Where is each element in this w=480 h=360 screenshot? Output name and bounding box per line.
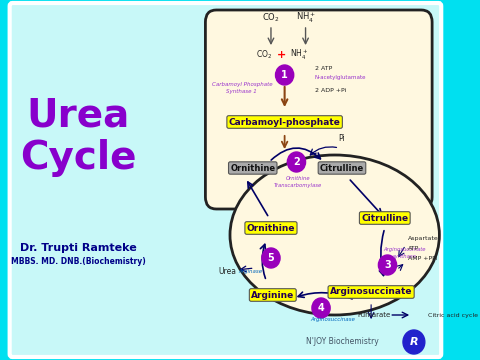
Text: Arginine: Arginine	[251, 291, 294, 300]
Text: Ornithine
Transcarbomylase: Ornithine Transcarbomylase	[274, 176, 323, 188]
Text: MBBS. MD. DNB.(Biochemistry): MBBS. MD. DNB.(Biochemistry)	[11, 257, 145, 266]
Text: AMP +PPi: AMP +PPi	[408, 256, 437, 261]
Text: 2: 2	[293, 157, 300, 167]
Text: Pi: Pi	[338, 134, 345, 143]
Text: Carbamoyl-phosphate: Carbamoyl-phosphate	[228, 117, 340, 126]
Text: Ornithine: Ornithine	[247, 224, 295, 233]
Text: 5: 5	[267, 253, 275, 263]
Text: N-acetylglutamate: N-acetylglutamate	[315, 75, 366, 80]
Text: Fumarate: Fumarate	[357, 312, 390, 318]
Text: R: R	[409, 337, 418, 347]
Text: 2 ADP +Pi: 2 ADP +Pi	[315, 87, 346, 93]
Text: Cycle: Cycle	[20, 139, 136, 177]
Text: Carbamoyl Phosphate
Synthase 1: Carbamoyl Phosphate Synthase 1	[212, 82, 272, 94]
Text: NH$_4^+$: NH$_4^+$	[296, 11, 315, 25]
Circle shape	[276, 65, 294, 85]
Text: ATP: ATP	[408, 246, 419, 251]
Text: Arginosuccinate: Arginosuccinate	[330, 288, 412, 297]
Text: CO$_2$: CO$_2$	[256, 49, 273, 61]
Text: 1: 1	[281, 70, 288, 80]
Text: Aspartate: Aspartate	[408, 235, 438, 240]
Text: Dr. Trupti Ramteke: Dr. Trupti Ramteke	[20, 243, 136, 253]
Text: Citrulline: Citrulline	[320, 163, 364, 172]
Text: N'JOY Biochemistry: N'JOY Biochemistry	[306, 338, 378, 346]
Text: +: +	[277, 50, 287, 60]
Text: Urea: Urea	[26, 96, 130, 134]
Circle shape	[312, 298, 330, 318]
Text: CO$_2$: CO$_2$	[262, 12, 280, 24]
Circle shape	[262, 248, 280, 268]
Text: Ornithine: Ornithine	[230, 163, 276, 172]
Text: 3: 3	[384, 260, 391, 270]
Text: Citric acid cycle: Citric acid cycle	[428, 312, 478, 318]
Text: NH$_4^+$: NH$_4^+$	[290, 48, 308, 62]
Circle shape	[378, 255, 396, 275]
Text: 2 ATP: 2 ATP	[315, 66, 332, 71]
FancyBboxPatch shape	[205, 10, 432, 209]
FancyBboxPatch shape	[10, 3, 441, 357]
Circle shape	[403, 330, 425, 354]
Text: Arginase: Arginase	[238, 270, 262, 274]
Circle shape	[288, 152, 306, 172]
Ellipse shape	[230, 155, 439, 315]
Text: 4: 4	[318, 303, 324, 313]
Text: Arginosuccinate
synthase: Arginosuccinate synthase	[384, 247, 426, 258]
Text: Urea: Urea	[218, 267, 236, 276]
Text: Citrulline: Citrulline	[361, 213, 408, 222]
Text: Arginosuccinase: Arginosuccinase	[311, 318, 355, 323]
